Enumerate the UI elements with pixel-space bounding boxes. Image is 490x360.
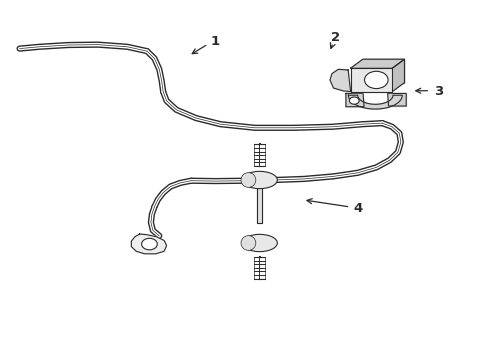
Polygon shape: [363, 59, 405, 82]
Circle shape: [349, 97, 359, 104]
Polygon shape: [257, 187, 262, 223]
Polygon shape: [388, 93, 406, 106]
Ellipse shape: [241, 236, 256, 250]
Circle shape: [142, 238, 157, 250]
Polygon shape: [350, 59, 405, 68]
Polygon shape: [131, 234, 167, 254]
Ellipse shape: [242, 171, 277, 189]
Polygon shape: [348, 95, 402, 109]
Polygon shape: [392, 59, 405, 91]
Ellipse shape: [242, 234, 277, 252]
Text: 4: 4: [353, 202, 362, 215]
Ellipse shape: [241, 173, 256, 187]
Text: 1: 1: [211, 35, 220, 48]
Text: 2: 2: [331, 31, 340, 44]
Text: 3: 3: [434, 85, 443, 98]
Polygon shape: [350, 68, 392, 91]
Circle shape: [365, 71, 388, 89]
Polygon shape: [346, 93, 364, 107]
Polygon shape: [330, 69, 350, 91]
